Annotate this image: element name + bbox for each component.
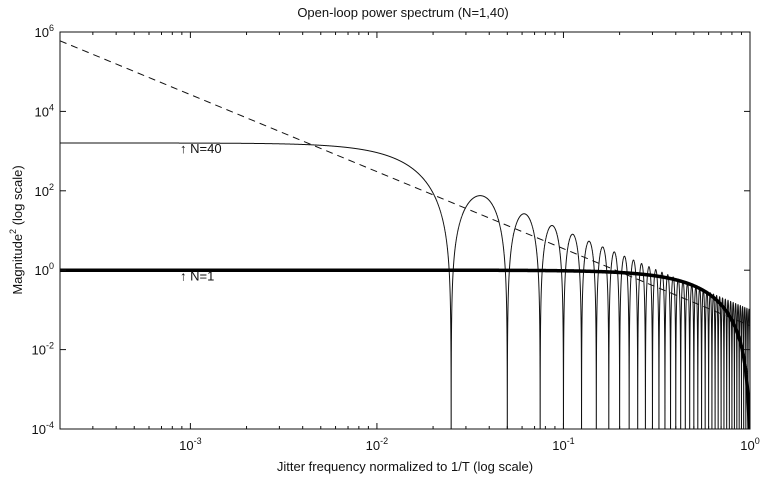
y-axis-label-main: Magnitude [10,234,25,295]
y-tick-exp: 6 [49,23,54,33]
x-tick-label: 10-3 [179,436,201,453]
y-tick-label: 100 [35,261,54,278]
x-tick-label: 10-1 [552,436,574,453]
x-tick-base: 10 [179,438,193,453]
x-tick-exp: -3 [194,436,202,446]
annotation-label: ↑ N=1 [180,269,214,284]
annotations: ↑ N=40 ↑ N=1 [180,141,222,284]
y-axis-label-suffix: (log scale) [10,165,25,229]
x-tick-label: 10-2 [366,436,388,453]
y-tick-base: 10 [32,343,46,358]
y-tick-exp: -2 [46,341,54,351]
x-tick-exp: 0 [755,436,760,446]
x-axis-label: Jitter frequency normalized to 1/T (log … [277,459,533,474]
y-tick-label: 10-4 [32,420,54,437]
y-tick-exp: 4 [49,102,54,112]
series-layer [60,40,750,429]
x-tick-label: 100 [740,436,759,453]
y-tick-exp: -4 [46,420,54,430]
chart-title: Open-loop power spectrum (N=1,40) [297,5,508,20]
y-tick-base: 10 [35,263,49,278]
plot-frame [59,31,751,430]
series-dashed-line [60,40,750,327]
y-axis-label-sup: 2 [8,229,18,234]
y-tick-label: 102 [35,182,54,199]
y-tick-label: 106 [35,23,54,40]
x-tick-base: 10 [552,438,566,453]
x-axis-ticks: 10-3 10-2 10-1 100 [59,32,760,453]
x-tick-base: 10 [740,438,754,453]
x-tick-exp: -2 [380,436,388,446]
annotation-label: ↑ N=40 [180,141,222,156]
x-tick-base: 10 [366,438,380,453]
y-tick-base: 10 [32,422,46,437]
series-n1-line [60,268,750,429]
y-tick-label: 10-2 [32,341,54,358]
y-tick-base: 10 [35,184,49,199]
y-tick-exp: 2 [49,182,54,192]
y-tick-exp: 0 [49,261,54,271]
y-tick-label: 104 [35,102,54,119]
y-axis-label: Magnitude2 (log scale) [8,165,25,294]
x-tick-exp: -1 [567,436,575,446]
y-tick-base: 10 [35,25,49,40]
series-n40-line [60,142,750,429]
y-tick-base: 10 [35,104,49,119]
